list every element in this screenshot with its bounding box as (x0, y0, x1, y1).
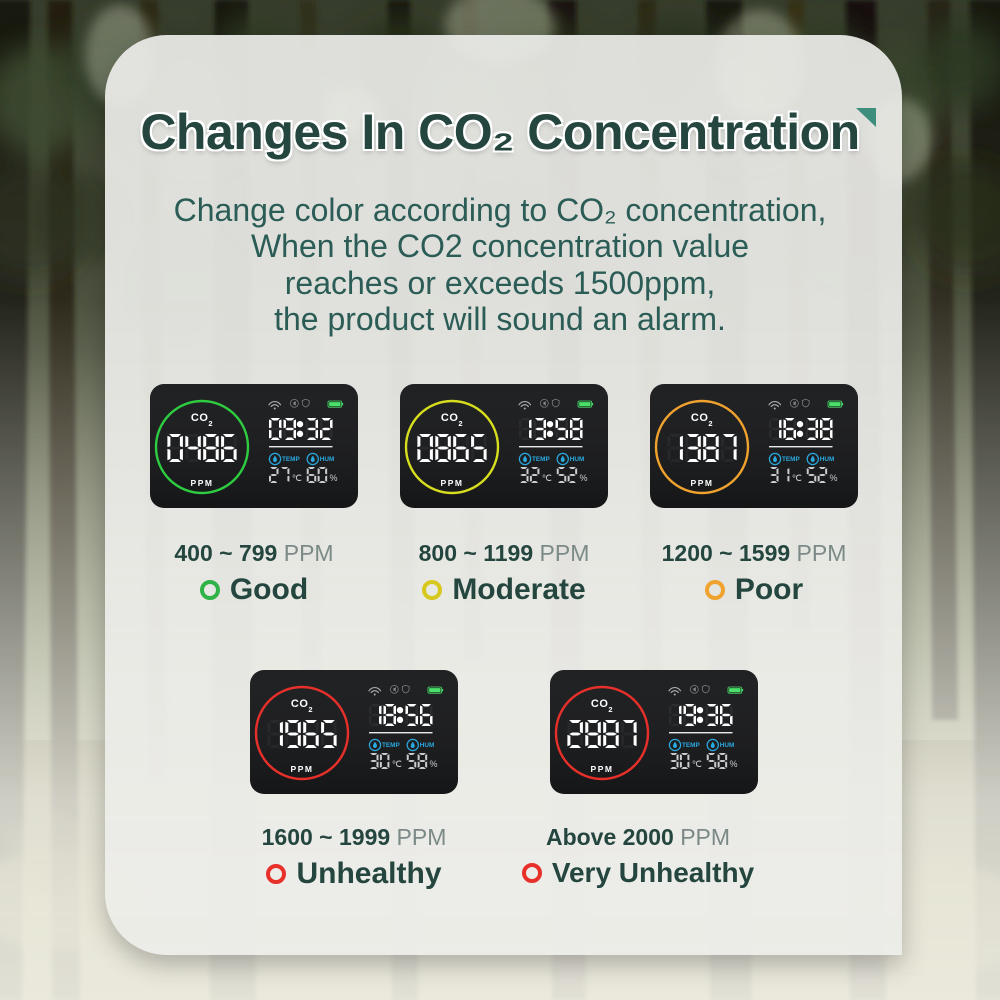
svg-text:TEMP: TEMP (782, 456, 800, 463)
svg-text:HUM: HUM (720, 742, 735, 749)
svg-text:HUM: HUM (420, 742, 435, 749)
svg-text:PPM: PPM (591, 764, 614, 774)
svg-text:℃: ℃ (292, 473, 302, 483)
svg-text:TEMP: TEMP (282, 456, 300, 463)
svg-text:HUM: HUM (820, 456, 835, 463)
svg-text:PPM: PPM (691, 478, 714, 488)
svg-text:℃: ℃ (542, 473, 552, 483)
svg-text:TEMP: TEMP (532, 456, 550, 463)
svg-text:TEMP: TEMP (682, 742, 700, 749)
svg-text:℃: ℃ (392, 759, 402, 769)
svg-text:%: % (730, 759, 738, 769)
svg-text:PPM: PPM (191, 478, 214, 488)
svg-text:%: % (830, 473, 838, 483)
svg-text:℃: ℃ (692, 759, 702, 769)
svg-text:℃: ℃ (792, 473, 802, 483)
svg-text:HUM: HUM (320, 456, 335, 463)
svg-text:TEMP: TEMP (382, 742, 400, 749)
svg-text:%: % (430, 759, 438, 769)
svg-text:HUM: HUM (570, 456, 585, 463)
svg-text:PPM: PPM (441, 478, 464, 488)
svg-text:PPM: PPM (291, 764, 314, 774)
svg-text:%: % (330, 473, 338, 483)
svg-text:%: % (580, 473, 588, 483)
